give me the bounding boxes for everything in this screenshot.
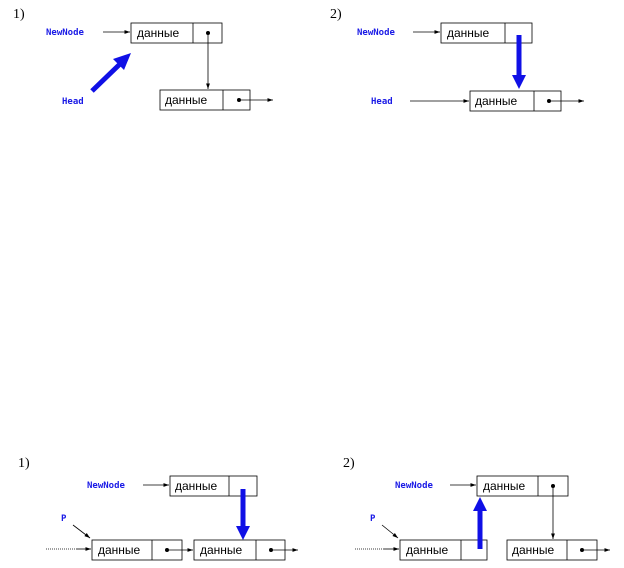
- node-data-field: данные: [137, 26, 180, 40]
- new-node: данные: [169, 475, 258, 497]
- head-pointer-arrowhead: [113, 53, 131, 70]
- head-node: данные: [159, 89, 251, 111]
- new-node: данные: [440, 22, 533, 44]
- newnode-label: NewNode: [46, 28, 85, 38]
- bottom-step-2: 2) NewNode данные P данные данные: [343, 456, 610, 561]
- node-data-field: данные: [512, 543, 555, 557]
- new-node: данные: [130, 22, 223, 44]
- node-data-field: данные: [483, 479, 526, 493]
- top-step-2: 2) NewNode данные Head данные: [330, 7, 584, 112]
- step-number: 1): [18, 456, 30, 471]
- p-label: P: [370, 514, 376, 524]
- p-label: P: [61, 514, 67, 524]
- p-next-arrowhead: [473, 497, 487, 511]
- new-node: данные: [476, 475, 569, 497]
- node-data-field: данные: [165, 93, 208, 107]
- node-next: данные: [193, 539, 286, 561]
- head-node: данные: [469, 90, 562, 112]
- head-label: Head: [371, 97, 393, 107]
- node-data-field: данные: [200, 543, 243, 557]
- p-arrow: [72, 524, 91, 539]
- node-data-field: данные: [406, 543, 449, 557]
- node-data-field: данные: [447, 26, 490, 40]
- node-p: данные: [91, 539, 183, 561]
- node-data-field: данные: [98, 543, 141, 557]
- next-link-arrowhead: [236, 526, 250, 540]
- node-data-field: данные: [475, 94, 518, 108]
- newnode-label: NewNode: [87, 481, 126, 491]
- p-arrow: [381, 524, 399, 539]
- head-pointer-bold-arrow: [90, 62, 122, 93]
- node-p: данные: [399, 539, 488, 561]
- step-number: 2): [330, 7, 342, 22]
- node-next: данные: [506, 539, 598, 561]
- bottom-step-1: 1) NewNode данные P данные данные: [18, 456, 298, 561]
- newnode-label: NewNode: [357, 28, 396, 38]
- node-data-field: данные: [175, 479, 218, 493]
- head-label: Head: [62, 97, 84, 107]
- next-pointer-dot: [206, 31, 210, 35]
- newnode-label: NewNode: [395, 481, 434, 491]
- step-number: 1): [13, 7, 25, 22]
- top-step-1: 1) NewNode данные данные Head: [13, 7, 273, 111]
- next-link-arrowhead: [512, 75, 526, 89]
- step-number: 2): [343, 456, 355, 471]
